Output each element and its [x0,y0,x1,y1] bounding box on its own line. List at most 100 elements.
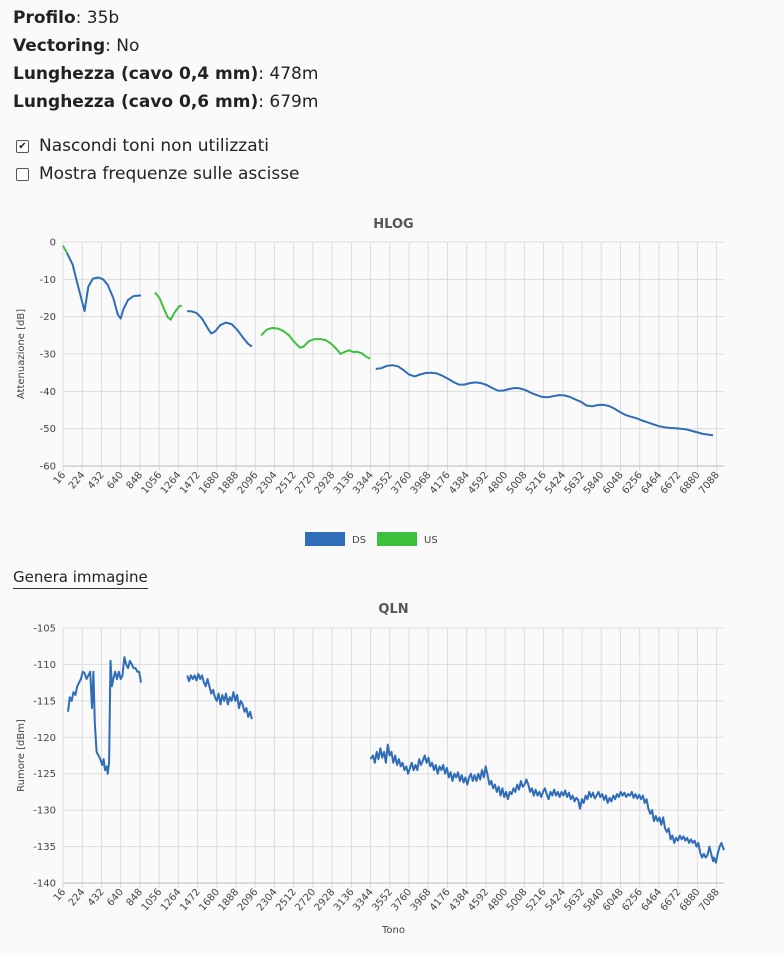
qln-chart: QLN-105-110-115-120-125-130-135-14016224… [16,602,725,936]
info-label: Profilo [13,8,76,28]
info-row-vectoring: Vectoring: No [13,36,140,56]
info-label: Vectoring [13,36,106,56]
x-tick-label: 1888 [217,887,242,914]
option-hide-unused-tones[interactable]: Nascondi toni non utilizzati [16,132,300,160]
x-tick-label: 3136 [332,470,357,497]
x-tick-label: 4800 [486,470,511,497]
info-row-lunghezza-06: Lunghezza (cavo 0,6 mm): 679m [13,92,319,112]
x-tick-label: 5840 [582,470,607,497]
x-tick-label: 6256 [620,887,645,914]
x-tick-label: 5840 [582,887,607,914]
y-tick-label: -20 [40,312,56,323]
x-tick-label: 5424 [543,887,568,914]
x-tick-label: 3760 [390,470,415,497]
x-tick-label: 7088 [697,887,722,914]
option-label: Mostra frequenze sulle ascisse [39,164,300,184]
x-tick-label: 6048 [601,470,626,497]
x-tick-label: 2512 [274,887,299,914]
options: Nascondi toni non utilizzati Mostra freq… [16,132,300,188]
x-tick-label: 7088 [697,470,722,497]
x-tick-label: 4384 [447,887,472,914]
x-tick-label: 1056 [140,470,165,497]
x-tick-label: 5216 [524,887,549,914]
x-tick-label: 6048 [601,887,626,914]
x-tick-label: 224 [67,887,88,909]
info-label: Lunghezza (cavo 0,4 mm) [13,64,259,84]
x-tick-label: 1680 [197,887,222,914]
x-tick-label: 5632 [563,887,588,914]
x-tick-label: 2928 [313,887,338,914]
y-tick-label: -110 [33,660,56,671]
grid [62,627,724,888]
x-tick-label: 2928 [313,470,338,497]
y-tick-label: -40 [40,387,56,398]
x-tick-label: 4176 [428,887,453,914]
series-line-us [62,245,68,254]
series-line-us [154,291,183,321]
option-label: Nascondi toni non utilizzati [39,136,270,156]
x-tick-label: 432 [86,887,107,909]
x-tick-label: 3968 [409,887,434,914]
x-tick-label: 1056 [140,887,165,914]
x-tick-label: 2096 [236,887,261,914]
series-line-ds [375,364,714,437]
x-tick-label: 5424 [543,470,568,497]
show-frequencies-checkbox[interactable] [16,167,29,181]
x-tick-label: 640 [105,470,126,492]
x-tick-label: 6464 [639,470,664,497]
y-tick-label: -115 [33,696,56,707]
x-tick-label: 2304 [255,470,280,497]
x-tick-label: 3760 [390,887,415,914]
y-axis-label: Rumore [dBm] [16,719,27,792]
series-line-ds [369,743,725,864]
y-tick-label: -50 [40,424,56,435]
x-tick-label: 1680 [197,470,222,497]
x-tick-label: 6672 [659,887,684,914]
y-tick-label: -125 [33,769,56,780]
x-tick-label: 1888 [217,470,242,497]
legend-item-us[interactable]: US [377,532,438,546]
x-tick-label: 4592 [466,470,491,497]
x-tick-label: 3136 [332,887,357,914]
y-tick-label: -140 [33,879,56,890]
info-row-lunghezza-04: Lunghezza (cavo 0,4 mm): 478m [13,64,319,84]
hide-unused-checkbox[interactable] [16,139,29,153]
x-tick-label: 3344 [351,887,376,914]
grid [62,241,724,471]
info-value: No [116,36,140,56]
series-line-ds [187,310,253,348]
x-tick-label: 6256 [620,470,645,497]
x-tick-label: 2096 [236,470,261,497]
info-value: 35b [86,8,120,28]
line-info: Profilo: 35b Vectoring: No Lunghezza (ca… [13,4,318,116]
legend-item-ds[interactable]: DS [305,532,366,546]
x-tick-label: 2304 [255,887,280,914]
x-tick-label: 4176 [428,470,453,497]
x-tick-label: 432 [86,470,107,492]
y-tick-label: -130 [33,806,56,817]
x-tick-label: 640 [105,887,126,909]
x-tick-label: 4592 [466,887,491,914]
x-tick-label: 2720 [293,887,318,914]
option-show-frequencies[interactable]: Mostra frequenze sulle ascisse [16,160,300,188]
x-tick-label: 2512 [274,470,299,497]
y-tick-label: -120 [33,733,56,744]
y-axis-label: Attenuazione [dB] [16,309,27,399]
x-tick-label: 3552 [370,470,395,497]
y-tick-label: -135 [33,842,56,853]
generate-image-link[interactable]: Genera immagine [13,568,148,589]
legend-label: DS [352,535,366,546]
x-tick-label: 1264 [159,470,184,497]
y-tick-label: 0 [50,238,56,249]
x-tick-label: 224 [67,470,88,492]
series-line-us [260,326,371,360]
info-value: 679m [269,92,319,112]
info-value: 478m [269,64,319,84]
x-tick-label: 6464 [639,887,664,914]
info-label: Lunghezza (cavo 0,6 mm) [13,92,259,112]
x-tick-label: 2720 [293,470,318,497]
series-line-ds [67,656,142,775]
x-tick-label: 1264 [159,887,184,914]
x-tick-label: 4800 [486,887,511,914]
x-tick-label: 3552 [370,887,395,914]
